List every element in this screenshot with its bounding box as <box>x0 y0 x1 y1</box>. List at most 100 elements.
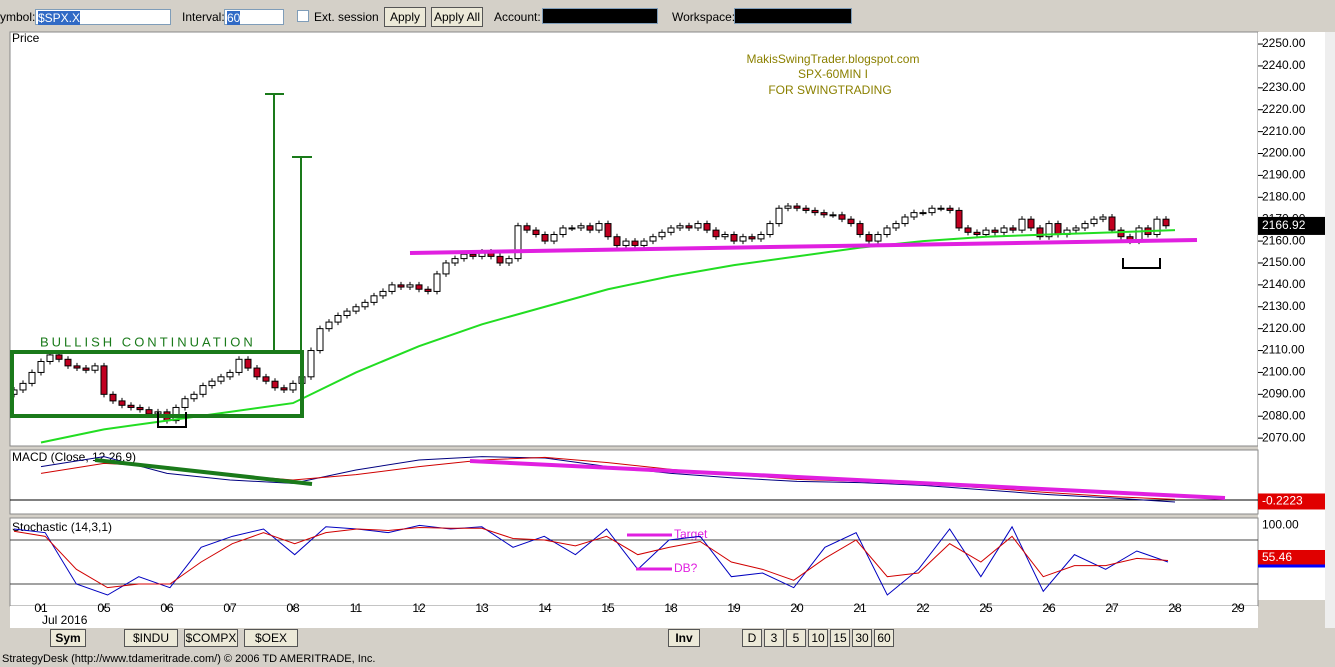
candle <box>55 354 63 360</box>
candle <box>235 358 243 373</box>
axis-panel <box>1258 32 1325 600</box>
drawings <box>10 93 1226 571</box>
candle <box>802 207 810 211</box>
candle <box>532 229 540 236</box>
tab[interactable]: 5 <box>786 629 806 647</box>
y-tick-label: 2230.00 <box>1262 80 1306 94</box>
tab[interactable]: $OEX <box>244 629 298 647</box>
candle <box>442 262 450 275</box>
candle <box>874 234 882 242</box>
candle <box>334 315 342 323</box>
candle <box>1045 223 1053 238</box>
stoch-title: Stochastic (14,3,1) <box>12 520 112 534</box>
candle <box>766 223 774 236</box>
candle <box>910 212 918 218</box>
candle <box>1036 227 1044 238</box>
candle <box>262 376 270 382</box>
candle <box>640 240 648 246</box>
scrollbar <box>1325 32 1335 628</box>
candle <box>91 365 99 371</box>
y-tick-label: 2180.00 <box>1262 189 1306 203</box>
candle <box>1153 218 1161 236</box>
apply-all-button[interactable]: Apply All <box>431 7 483 27</box>
candle <box>757 234 765 240</box>
y-tick-label: 2100.00 <box>1262 365 1306 379</box>
candle <box>739 236 747 242</box>
x-tick-label: 18 <box>664 601 678 615</box>
tab[interactable]: 30 <box>852 629 872 647</box>
x-tick-label: 11 <box>350 601 363 615</box>
interval-input[interactable]: 60 <box>224 9 284 25</box>
account-input[interactable] <box>542 8 658 24</box>
candle <box>694 223 702 229</box>
status: StrategyDesk (http://www.tdameritrade.co… <box>2 653 376 665</box>
ext-checkbox[interactable] <box>297 10 309 22</box>
price-label: Price <box>12 31 40 45</box>
candle <box>1000 227 1008 233</box>
y-tick-label: 2220.00 <box>1262 102 1306 116</box>
y-tick-label: 2160.00 <box>1262 233 1306 247</box>
candle <box>1054 223 1062 236</box>
watermark: MakisSwingTrader.blogspot.com <box>747 52 920 66</box>
candle <box>847 218 855 225</box>
candle <box>748 236 756 240</box>
candle <box>784 205 792 209</box>
annotation: BULLISH CONTINUATION <box>40 334 256 349</box>
x-tick-label: 28 <box>1168 601 1182 615</box>
watermark: SPX-60MIN I <box>798 67 868 81</box>
candle <box>820 212 828 216</box>
candle <box>352 306 360 312</box>
tab[interactable]: 60 <box>874 629 894 647</box>
candle <box>118 400 126 406</box>
y-tick-label: 2120.00 <box>1262 321 1306 335</box>
candle <box>73 365 81 369</box>
bottom-bar <box>0 628 1335 648</box>
candle <box>604 223 612 238</box>
tab[interactable]: 10 <box>808 629 828 647</box>
tab[interactable]: $INDU <box>124 629 178 647</box>
candle <box>127 404 135 408</box>
candle <box>568 227 576 230</box>
tab[interactable]: D <box>742 629 762 647</box>
candle <box>37 360 45 373</box>
macd-last-box <box>1258 493 1325 510</box>
candle <box>703 223 711 231</box>
stoch-top-label: 100.00 <box>1262 518 1299 532</box>
candle <box>505 258 513 264</box>
candle <box>406 284 414 288</box>
symbol-value: $SPX.X <box>38 11 81 25</box>
candle <box>964 227 972 233</box>
tab[interactable]: $COMPX <box>184 629 238 647</box>
candle <box>1027 218 1035 229</box>
tab[interactable]: 3 <box>764 629 784 647</box>
candle <box>730 234 738 242</box>
candle <box>667 227 675 233</box>
candle <box>1018 218 1026 231</box>
last-price: 2166.92 <box>1262 218 1306 232</box>
candle <box>883 227 891 236</box>
workspace-input[interactable] <box>734 8 852 24</box>
candle <box>28 371 36 384</box>
stoch-d <box>13 527 1169 589</box>
candle <box>496 255 504 264</box>
y-tick-label: 2240.00 <box>1262 58 1306 72</box>
tab[interactable]: Sym <box>50 629 86 647</box>
candle <box>919 212 927 215</box>
candle <box>649 236 657 242</box>
tab[interactable]: 15 <box>830 629 850 647</box>
candle <box>379 290 387 297</box>
tab[interactable]: Inv <box>668 629 700 647</box>
account-label: Account: <box>494 10 541 24</box>
workspace-label: Workspace: <box>672 10 736 24</box>
price-panel <box>9 31 1259 447</box>
candle <box>946 207 954 211</box>
x-tick-label: 14 <box>538 601 552 615</box>
candle <box>217 376 225 382</box>
symbol-input[interactable]: $SPX.X <box>35 9 171 25</box>
candle <box>325 321 333 330</box>
x-tick-label: 06 <box>160 601 174 615</box>
candle <box>271 380 279 389</box>
y-tick-label: 2140.00 <box>1262 277 1306 291</box>
apply-button[interactable]: Apply <box>384 7 426 27</box>
